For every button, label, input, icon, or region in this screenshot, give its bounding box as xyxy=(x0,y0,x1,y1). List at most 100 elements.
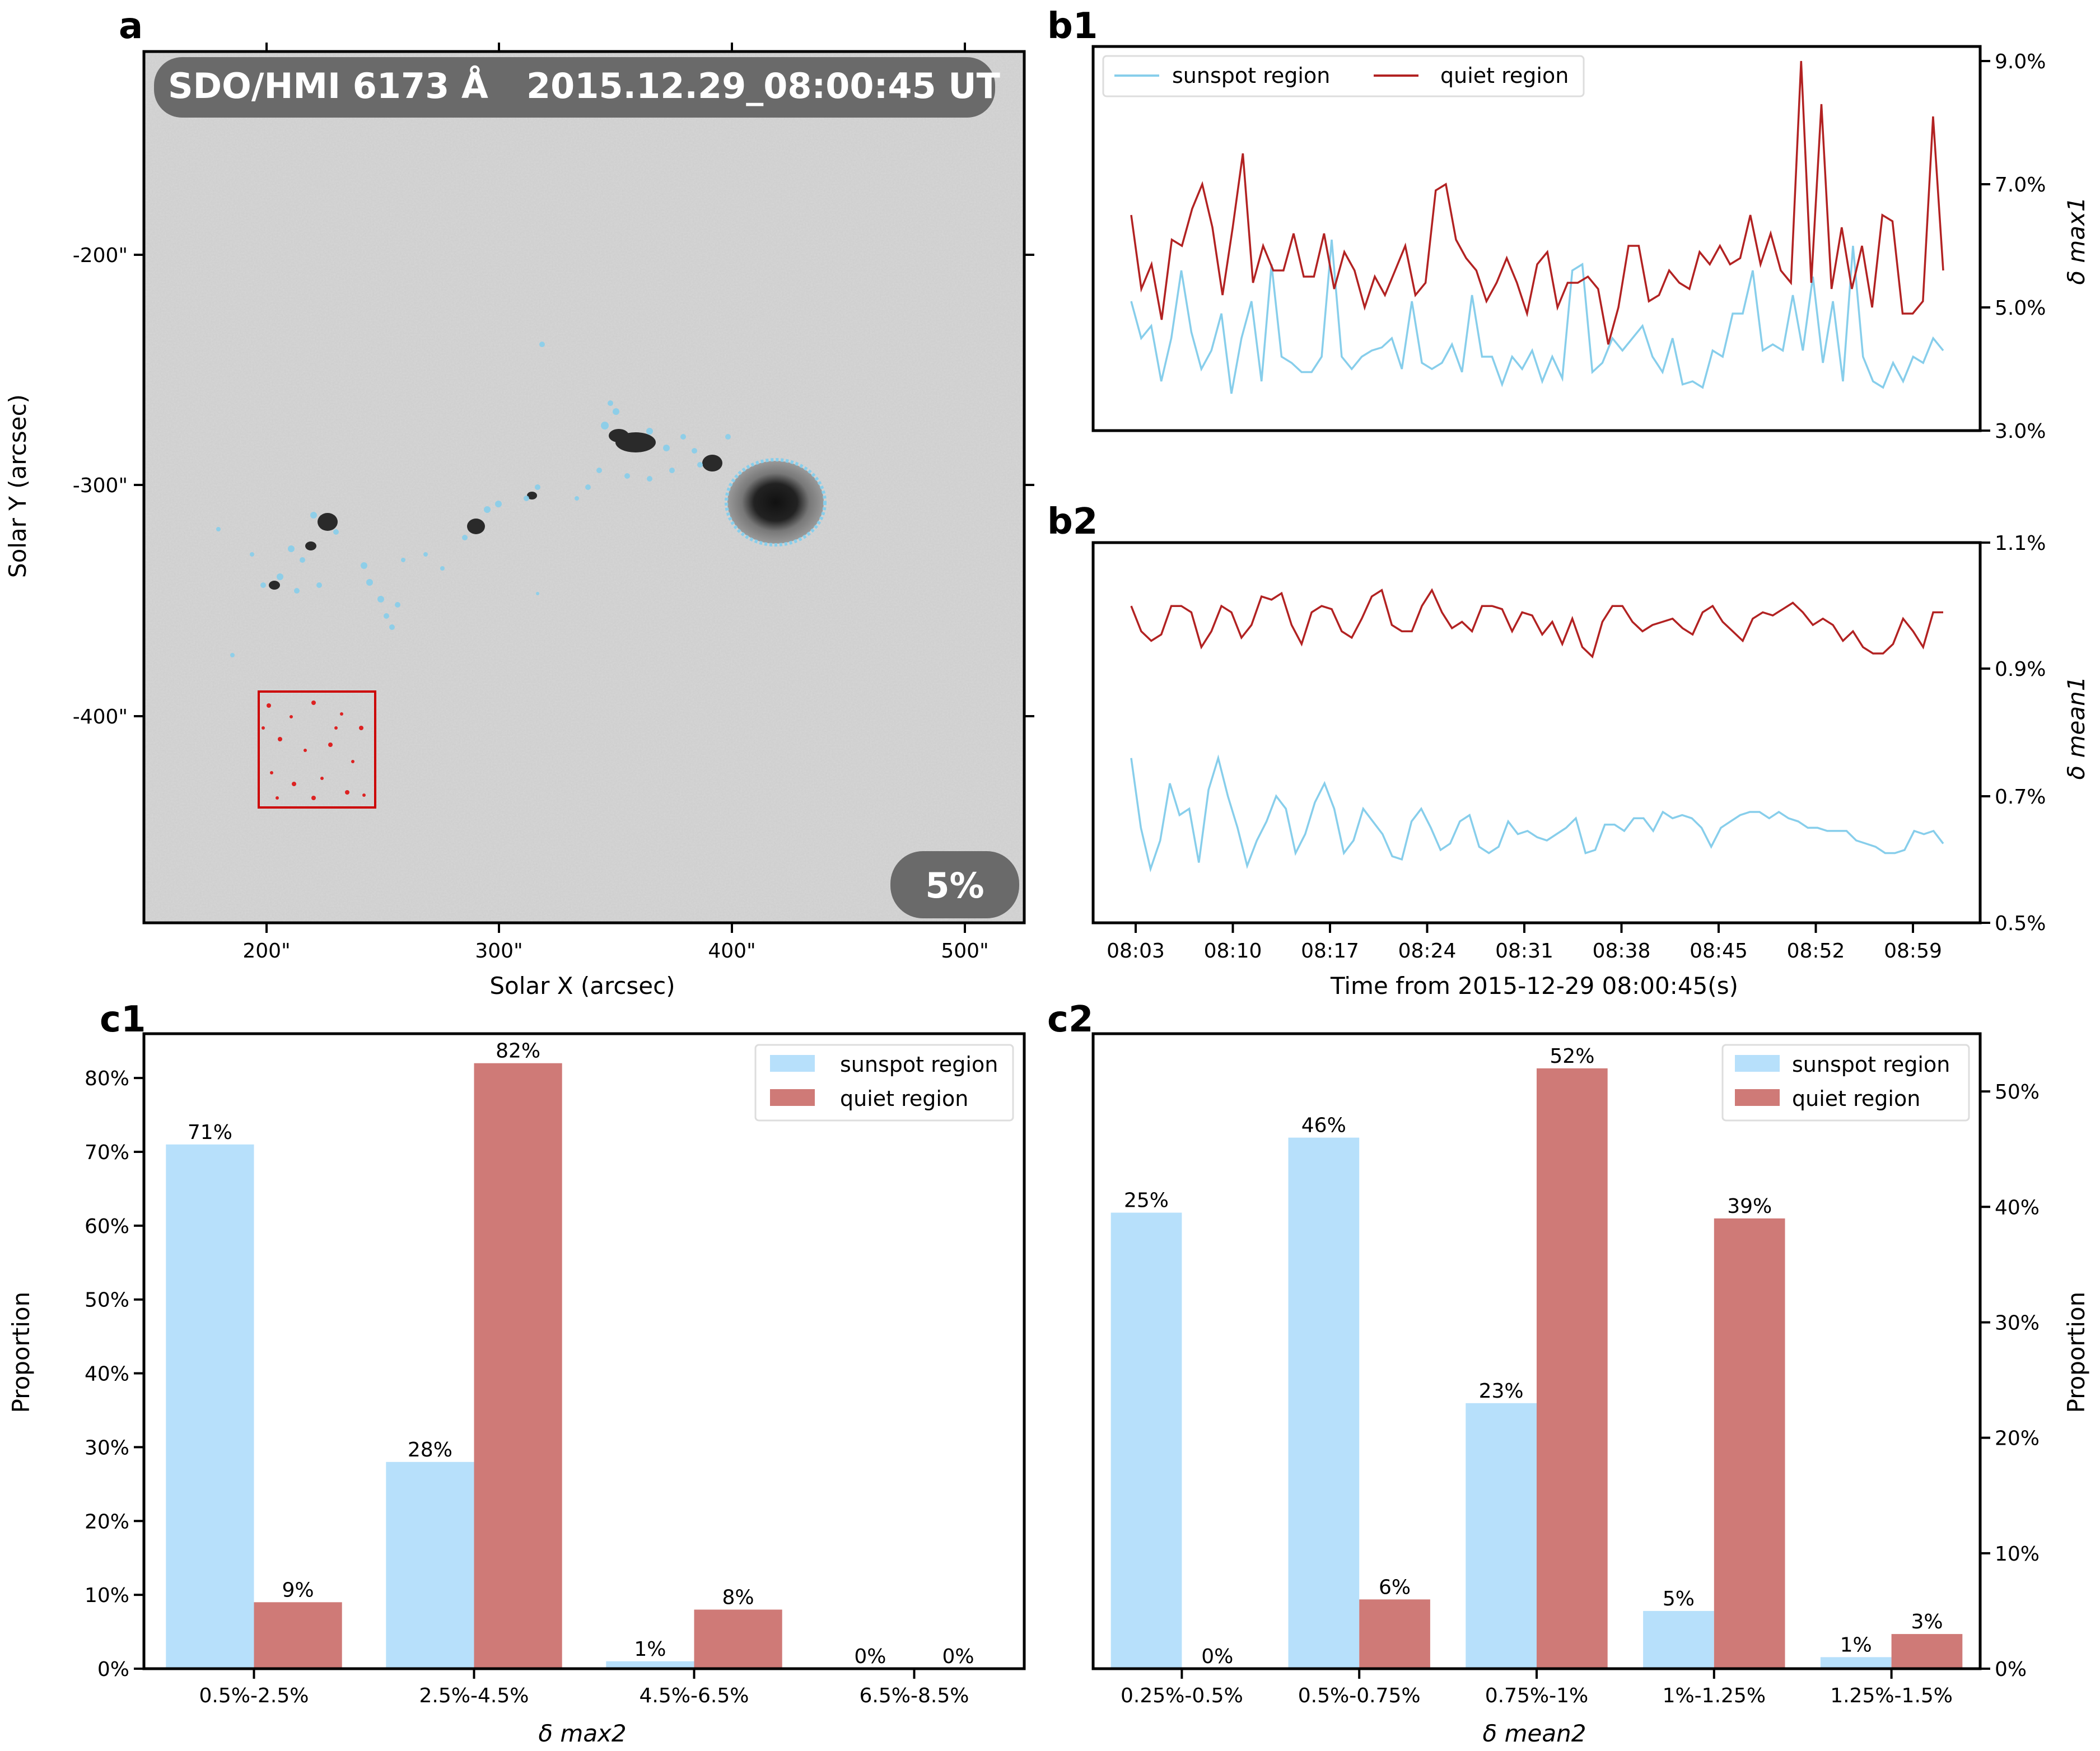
c1-bar-label: 82% xyxy=(496,1040,540,1063)
b2-line-quiet xyxy=(1130,588,1943,659)
b1-line-quiet xyxy=(1130,60,1944,345)
threshold-badge-text: 5% xyxy=(925,865,984,906)
b1-frame xyxy=(1091,45,1982,432)
time-tick-label: 08:52 xyxy=(1787,940,1845,963)
b1-line-sunspot xyxy=(1130,239,1944,394)
b2-y-tick: 1.1% xyxy=(1995,532,2046,555)
c2-bar-sunspot xyxy=(1643,1610,1714,1669)
b2-y-label: δ mean1 xyxy=(2062,676,2090,780)
c2-bar-quiet xyxy=(1714,1218,1785,1669)
time-tick-label: 08:24 xyxy=(1398,940,1457,963)
c1-y-tick-label: 0% xyxy=(97,1658,129,1681)
c2-y-label: Proportion xyxy=(2062,1292,2090,1413)
c1-legend[interactable]: sunspot region quiet region xyxy=(754,1044,1014,1122)
c2-bar-label: 46% xyxy=(1301,1114,1346,1137)
b1-y-tick: 3.0% xyxy=(1995,420,2046,443)
image-y-tick: -200" xyxy=(73,244,128,267)
time-tick-label: 08:17 xyxy=(1301,940,1359,963)
c1-y-tick-label: 20% xyxy=(85,1510,129,1533)
b1-y-label: δ max1 xyxy=(2062,197,2090,284)
panel-label-c2: c2 xyxy=(1047,999,1093,1040)
c2-bar-sunspot xyxy=(1820,1657,1892,1669)
b2-series xyxy=(1130,588,1944,873)
image-x-axis: 200" 300" 400" 500" Solar X (arcsec) xyxy=(242,43,989,1000)
large-sunspot xyxy=(727,461,824,544)
c1-y-tick-label: 80% xyxy=(85,1067,129,1090)
c2-bar-label: 23% xyxy=(1479,1380,1524,1403)
panel-label-b1: b1 xyxy=(1047,6,1098,47)
c2-bar-sunspot xyxy=(1288,1137,1360,1669)
c2-x-tick-label: 0.5%-0.75% xyxy=(1298,1684,1421,1707)
image-x-tick: 300" xyxy=(475,940,522,963)
c2-legend-quiet-swatch xyxy=(1735,1089,1780,1106)
c1-legend-sunspot-swatch xyxy=(770,1055,815,1072)
c1-bar-sunspot xyxy=(386,1461,474,1669)
c2-bar-label: 0% xyxy=(1201,1645,1233,1668)
image-x-tick: 400" xyxy=(708,940,755,963)
b1-y-tick: 7.0% xyxy=(1995,174,2046,197)
b1-legend-quiet: quiet region xyxy=(1440,63,1569,88)
c1-bar-label: 71% xyxy=(188,1121,232,1144)
b1-legend[interactable]: sunspot region quiet region xyxy=(1102,55,1585,97)
c1-x-tick-label: 4.5%-6.5% xyxy=(640,1684,749,1707)
small-sunspots xyxy=(269,429,722,590)
c1-bar-label: 0% xyxy=(942,1645,974,1668)
c1-x-tick-label: 6.5%-8.5% xyxy=(860,1684,969,1707)
b1-legend-sunspot: sunspot region xyxy=(1172,63,1330,88)
c2-x-tick-label: 1%-1.25% xyxy=(1663,1684,1766,1707)
c1-legend-quiet-swatch xyxy=(770,1089,815,1106)
b1-y-tick: 9.0% xyxy=(1995,50,2046,73)
panel-label-c1: c1 xyxy=(100,999,146,1040)
quiet-region-mask xyxy=(262,701,366,800)
c2-y-tick-label: 30% xyxy=(1995,1311,2040,1334)
panel-label-a: a xyxy=(119,6,143,47)
image-x-label: Solar X (arcsec) xyxy=(489,972,675,1000)
c1-y-tick-label: 70% xyxy=(85,1141,129,1164)
b2-y-tick: 0.9% xyxy=(1995,658,2046,681)
c2-bar-label: 3% xyxy=(1911,1610,1943,1633)
c2-legend-sunspot: sunspot region xyxy=(1792,1052,1950,1077)
c2-legend[interactable]: sunspot region quiet region xyxy=(1721,1044,1970,1122)
c1-x-tick-label: 0.5%-2.5% xyxy=(199,1684,309,1707)
b2-line-sunspot xyxy=(1130,754,1944,873)
time-tick-label: 08:10 xyxy=(1204,940,1262,963)
b2-frame xyxy=(1091,541,1982,924)
c2-x-axis: 0.25%-0.5% 0.5%-0.75% 0.75%-1% 1%-1.25% 1.25… xyxy=(1121,1669,1953,1707)
panel-a: a xyxy=(4,6,1034,1000)
c2-y-axis: 0% 10% 20% 30% 40% 50% xyxy=(1980,1081,2040,1681)
c2-bar-label: 39% xyxy=(1727,1195,1772,1218)
banner-time: 2015.12.29_08:00:45 UT xyxy=(526,66,1000,106)
c1-x-axis: 0.5%-2.5% 2.5%-4.5% 4.5%-6.5% 6.5%-8.5% xyxy=(199,1669,969,1707)
b1-y-axis: 3.0% 5.0% 7.0% 9.0% δ max1 xyxy=(1980,50,2090,443)
c1-bar-quiet xyxy=(474,1063,562,1669)
c2-bar-sunspot xyxy=(1110,1212,1182,1669)
b1-series xyxy=(1130,60,1944,394)
c2-legend-quiet: quiet region xyxy=(1792,1086,1920,1111)
c1-bar-sunspot xyxy=(166,1144,254,1669)
c2-bar-quiet xyxy=(1891,1634,1963,1669)
panel-b1: b1 3.0% 5.0% 7.0% 9.0% δ max1 sunspot re… xyxy=(1047,6,2090,443)
c2-y-tick-label: 50% xyxy=(1995,1081,2040,1104)
time-tick-label: 08:59 xyxy=(1884,940,1942,963)
c2-bar-label: 5% xyxy=(1663,1587,1695,1610)
b2-y-label-text: δ mean1 xyxy=(2062,676,2090,780)
c1-y-tick-label: 60% xyxy=(85,1215,129,1238)
c1-bar-label: 1% xyxy=(634,1638,666,1661)
c2-bars: 25% 0% 46% 6% 23% 52% 5% 39% 1% 3% xyxy=(1110,1045,1963,1669)
sunspot-mask xyxy=(216,342,731,657)
image-x-tick: 200" xyxy=(242,940,290,963)
c1-y-tick-label: 30% xyxy=(85,1436,129,1459)
panel-c2: c2 25% 0% 46% 6% 23% 52% 5% 39% 1% 3% 0% 10% 20% 30%… xyxy=(1047,999,2090,1747)
image-y-tick: -400" xyxy=(73,706,128,729)
time-axis-label: Time from 2015-12-29 08:00:45(s) xyxy=(1330,972,1738,1000)
image-x-tick: 500" xyxy=(941,940,988,963)
c1-bar-label: 9% xyxy=(282,1579,314,1601)
c2-y-tick-label: 0% xyxy=(1995,1658,2027,1681)
time-tick-label: 08:38 xyxy=(1593,940,1651,963)
c1-frame xyxy=(142,1032,1026,1670)
c2-bar-label: 52% xyxy=(1550,1045,1594,1068)
image-frame xyxy=(142,50,1026,924)
c1-y-tick-label: 40% xyxy=(85,1363,129,1386)
c2-x-label: δ mean2 xyxy=(1483,1720,1586,1747)
